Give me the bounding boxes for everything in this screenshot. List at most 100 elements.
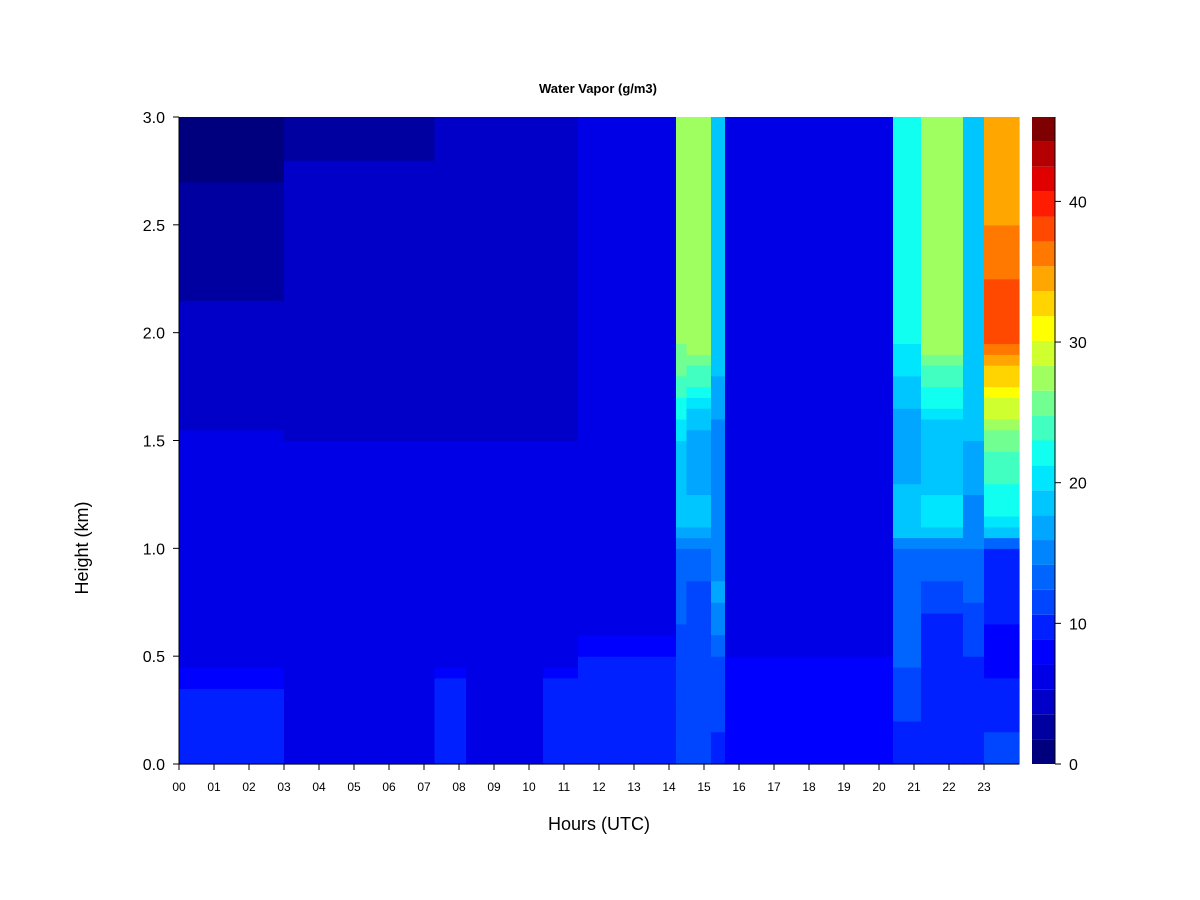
heatmap-cell: [543, 300, 579, 312]
heatmap-cell: [578, 623, 677, 636]
heatmap-cell: [284, 192, 436, 204]
heatmap-cell: [676, 375, 688, 388]
heatmap-cell: [543, 472, 579, 485]
heatmap-cell: [466, 321, 544, 334]
heatmap-cell: [578, 731, 677, 744]
y-tick-label: 0.5: [143, 649, 165, 666]
heatmap-cell: [711, 160, 726, 172]
heatmap-cell: [725, 418, 894, 431]
heatmap-cell: [711, 181, 726, 194]
heatmap-cell: [676, 526, 688, 539]
heatmap-cell: [711, 408, 726, 420]
heatmap-cell: [179, 656, 285, 668]
heatmap-cell: [543, 559, 579, 571]
heatmap-cell: [984, 246, 1020, 258]
heatmap-cell: [676, 224, 688, 237]
heatmap-cell: [578, 224, 677, 237]
heatmap-cell: [725, 343, 894, 355]
heatmap-cell: [921, 332, 964, 345]
heatmap-cell: [711, 483, 726, 496]
heatmap-cell: [434, 408, 467, 420]
heatmap-cell: [963, 580, 985, 593]
heatmap-cell: [284, 181, 436, 194]
heatmap-cell: [725, 515, 894, 528]
heatmap-cell: [921, 645, 964, 657]
heatmap-cell: [963, 462, 985, 474]
heatmap-cell: [578, 515, 677, 528]
heatmap-cell: [676, 235, 688, 247]
colorbar-segment: [1032, 614, 1055, 640]
heatmap-cell: [676, 149, 688, 161]
heatmap-cell: [725, 559, 894, 571]
heatmap-cell: [686, 494, 712, 506]
heatmap-cell: [578, 192, 677, 204]
colorbar-tick-label: 10: [1069, 616, 1087, 633]
heatmap-cell: [578, 494, 677, 506]
heatmap-cell: [543, 289, 579, 301]
heatmap-cell: [676, 192, 688, 204]
colorbar-tick-label: 30: [1069, 335, 1087, 352]
heatmap-cell: [466, 505, 544, 517]
heatmap-cell: [893, 537, 922, 549]
heatmap-cell: [543, 699, 579, 711]
heatmap-cell: [284, 246, 436, 258]
heatmap-cell: [543, 278, 579, 291]
heatmap-cell: [963, 591, 985, 603]
heatmap-cell: [543, 548, 579, 560]
heatmap-cell: [686, 192, 712, 204]
x-tick-label: 20: [872, 780, 886, 794]
heatmap-cell: [578, 699, 677, 711]
heatmap-cell: [466, 311, 544, 323]
heatmap-cell: [284, 526, 436, 539]
heatmap-cell: [466, 127, 544, 140]
heatmap-cell: [284, 278, 436, 291]
heatmap-cell: [963, 160, 985, 172]
heatmap-cell: [893, 699, 922, 711]
heatmap-cell: [711, 138, 726, 150]
heatmap-cell: [725, 214, 894, 226]
heatmap-cell: [921, 462, 964, 474]
heatmap-cell: [543, 311, 579, 323]
colorbar-segment: [1032, 191, 1055, 217]
heatmap-cell: [676, 311, 688, 323]
heatmap-cell: [963, 397, 985, 409]
heatmap-cell: [921, 569, 964, 582]
colorbar: 0 10 20 30 40: [1032, 117, 1087, 774]
heatmap-cell: [676, 623, 688, 636]
heatmap-cell: [686, 354, 712, 366]
heatmap-cell: [466, 354, 544, 366]
heatmap-cell: [893, 300, 922, 312]
heatmap-cell: [676, 613, 688, 625]
heatmap-cell: [434, 569, 467, 582]
heatmap-cell: [963, 203, 985, 215]
heatmap-cell: [686, 656, 712, 668]
heatmap-cell: [676, 462, 688, 474]
heatmap-cell: [543, 526, 579, 539]
colorbar-tick-label: 40: [1069, 194, 1087, 211]
heatmap-cell: [711, 569, 726, 582]
heatmap-cell: [434, 386, 467, 398]
heatmap-cell: [578, 742, 677, 754]
heatmap-cell: [686, 246, 712, 258]
heatmap-cell: [711, 602, 726, 614]
heatmap-cell: [676, 300, 688, 312]
heatmap-cell: [725, 170, 894, 183]
heatmap-cell: [725, 192, 894, 204]
heatmap-cell: [686, 365, 712, 377]
heatmap-cell: [543, 462, 579, 474]
heatmap-cell: [893, 580, 922, 593]
heatmap-cell: [725, 753, 894, 765]
heatmap-cell: [179, 354, 285, 366]
heatmap-cell: [893, 462, 922, 474]
heatmap-cell: [434, 559, 467, 571]
heatmap-cell: [725, 462, 894, 474]
heatmap-cell: [543, 267, 579, 280]
heatmap-cell: [284, 720, 436, 733]
heatmap-cell: [963, 515, 985, 528]
heatmap-cell: [725, 397, 894, 409]
heatmap-cell: [963, 321, 985, 334]
heatmap-cell: [725, 300, 894, 312]
chart-title: Water Vapor (g/m3): [539, 81, 657, 96]
heatmap-cell: [963, 365, 985, 377]
heatmap-cell: [984, 753, 1020, 765]
